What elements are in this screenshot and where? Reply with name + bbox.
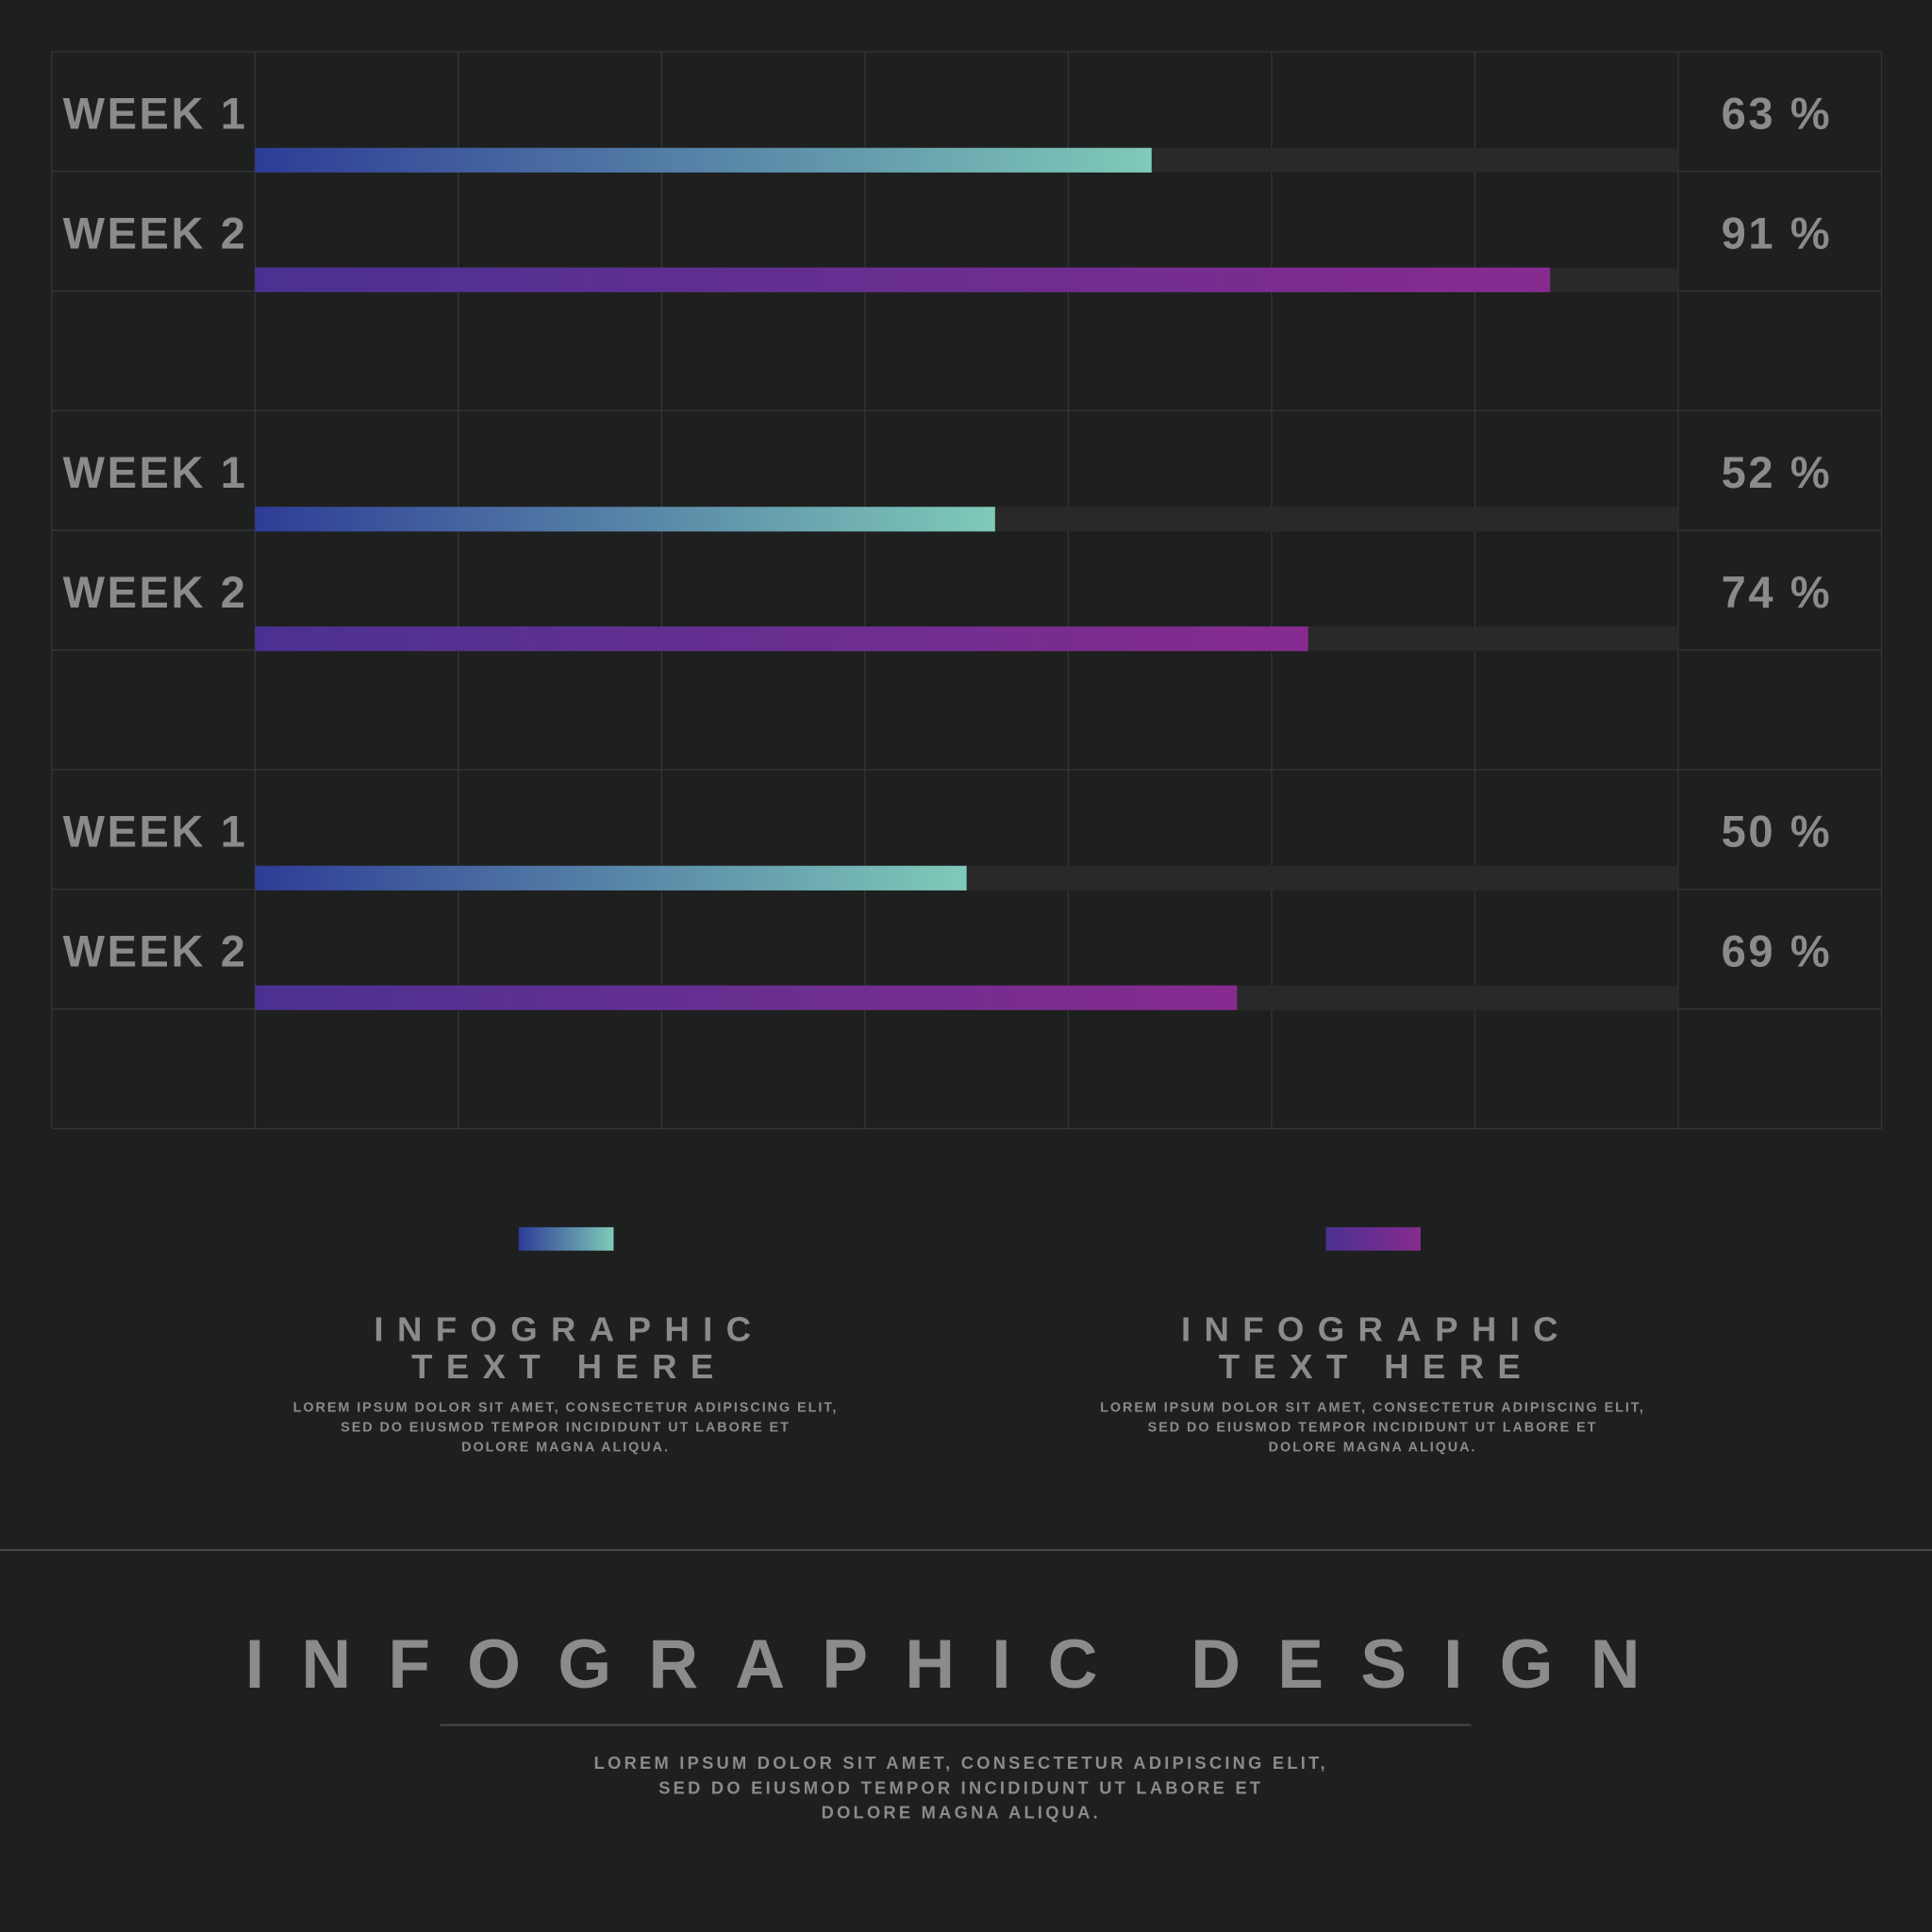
value-label: 74 % xyxy=(1722,567,1833,617)
legend-title: INFOGRAPHIC xyxy=(1181,1310,1572,1349)
legend-body: SED DO EIUSMOD TEMPOR INCIDIDUNT UT LABO… xyxy=(1148,1421,1598,1436)
legend-body: DOLORE MAGNA ALIQUA. xyxy=(1269,1440,1477,1455)
value-label: 63 % xyxy=(1722,89,1833,139)
footer-body: LOREM IPSUM DOLOR SIT AMET, CONSECTETUR … xyxy=(594,1753,1328,1773)
footer-body: SED DO EIUSMOD TEMPOR INCIDIDUNT UT LABO… xyxy=(658,1777,1263,1797)
legend-swatch xyxy=(518,1226,614,1251)
bar xyxy=(255,147,1152,173)
value-label: 69 % xyxy=(1722,925,1833,975)
value-label: 52 % xyxy=(1722,447,1833,497)
bar xyxy=(255,507,995,532)
legend-body: LOREM IPSUM DOLOR SIT AMET, CONSECTETUR … xyxy=(1100,1401,1645,1416)
category-label: WEEK 2 xyxy=(63,567,248,617)
legend-title: INFOGRAPHIC xyxy=(374,1310,764,1349)
category-label: WEEK 1 xyxy=(63,447,248,497)
category-label: WEEK 1 xyxy=(63,89,248,139)
value-label: 50 % xyxy=(1722,807,1833,857)
category-label: WEEK 1 xyxy=(63,807,248,857)
bar xyxy=(255,865,967,891)
legend-body: LOREM IPSUM DOLOR SIT AMET, CONSECTETUR … xyxy=(293,1401,839,1416)
category-label: WEEK 2 xyxy=(63,208,248,258)
footer-body: DOLORE MAGNA ALIQUA. xyxy=(822,1802,1101,1822)
legend-title: TEXT HERE xyxy=(1219,1347,1535,1386)
footer-title: INFOGRAPHIC DESIGN xyxy=(245,1626,1677,1703)
value-label: 91 % xyxy=(1722,208,1833,258)
category-label: WEEK 2 xyxy=(63,925,248,975)
bar xyxy=(255,267,1551,292)
bar xyxy=(255,985,1238,1010)
legend-body: SED DO EIUSMOD TEMPOR INCIDIDUNT UT LABO… xyxy=(341,1421,791,1436)
legend-body: DOLORE MAGNA ALIQUA. xyxy=(461,1440,670,1455)
legend-swatch xyxy=(1325,1226,1421,1251)
legend-title: TEXT HERE xyxy=(411,1347,727,1386)
bar xyxy=(255,626,1308,652)
